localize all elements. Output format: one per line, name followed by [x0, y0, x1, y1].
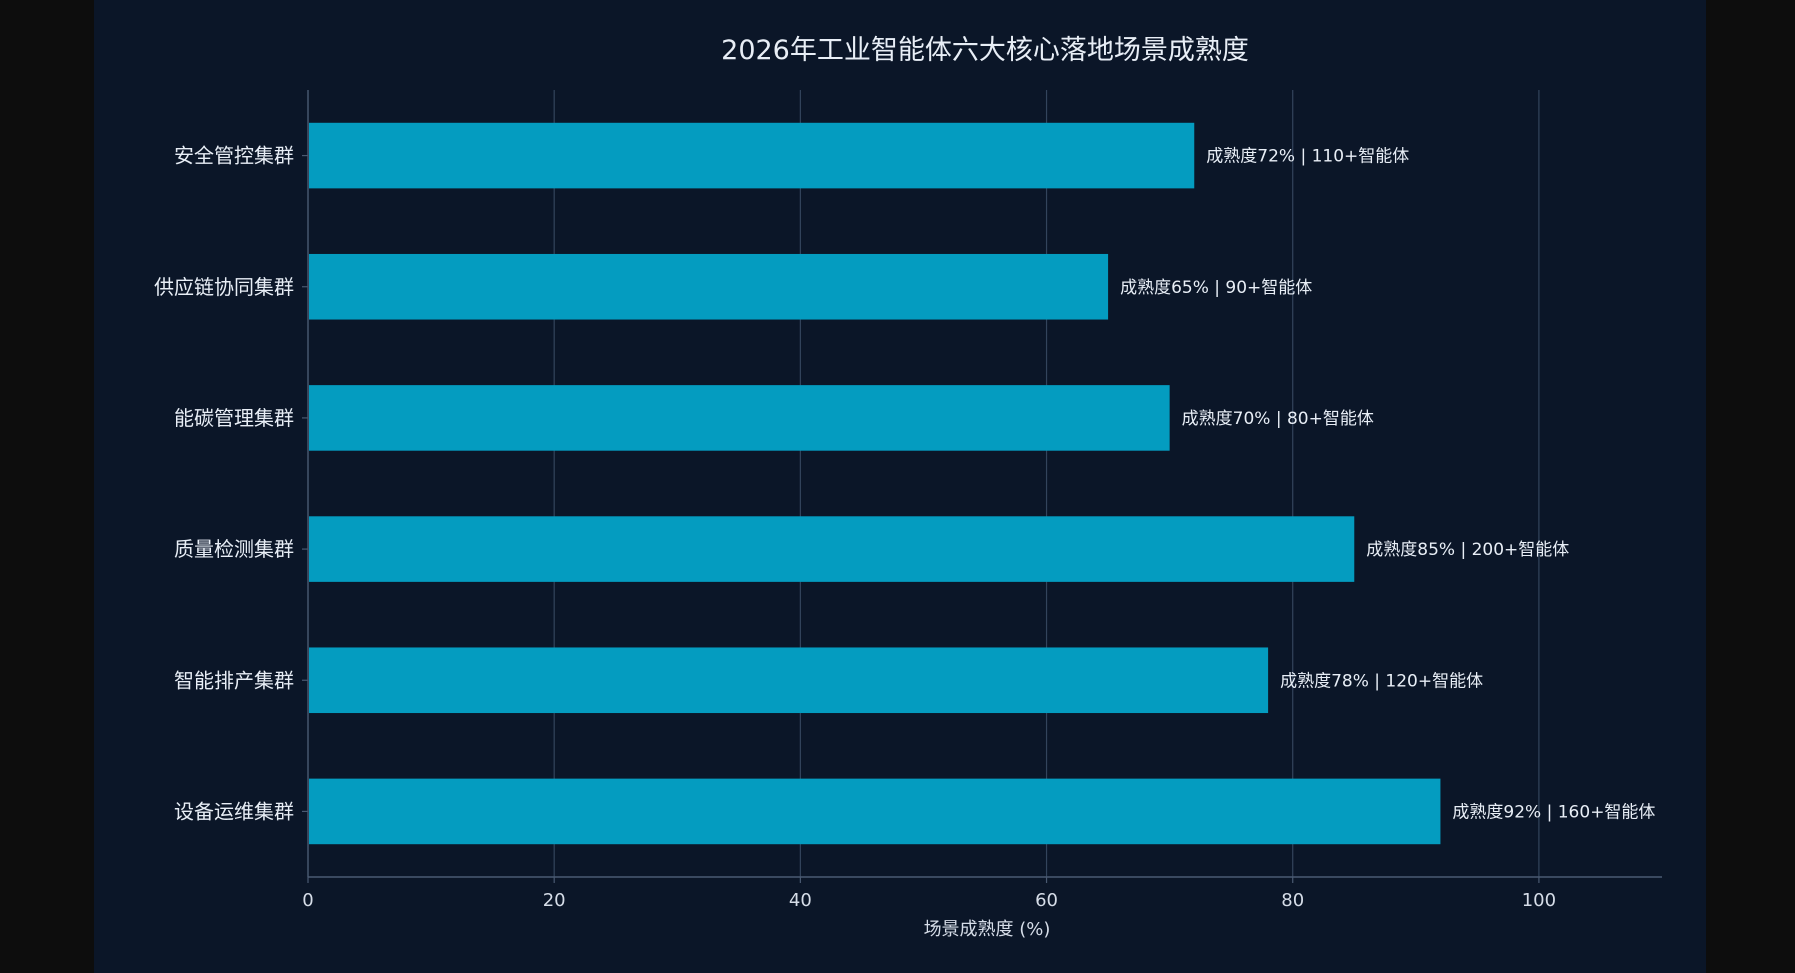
category-label: 安全管控集群 [174, 144, 294, 168]
category-label: 智能排产集群 [174, 668, 294, 692]
category-label: 供应链协同集群 [154, 275, 294, 299]
bar [309, 516, 1355, 582]
x-tick-label: 80 [1281, 890, 1304, 911]
bar [309, 647, 1269, 714]
bar [309, 122, 1195, 189]
x-tick-label: 40 [789, 890, 812, 911]
bar [309, 778, 1441, 845]
bar [309, 253, 1109, 320]
category-label: 质量检测集群 [174, 537, 294, 561]
x-tick-label: 60 [1035, 890, 1058, 911]
bar-data-label: 成熟度78% | 120+智能体 [1280, 670, 1483, 691]
bar-data-label: 成熟度85% | 200+智能体 [1366, 539, 1569, 560]
category-label: 能碳管理集群 [174, 406, 294, 430]
bar-data-label: 成熟度65% | 90+智能体 [1120, 277, 1312, 298]
bar-data-label: 成熟度70% | 80+智能体 [1182, 408, 1374, 429]
bar-data-label: 成熟度92% | 160+智能体 [1452, 801, 1655, 822]
category-label: 设备运维集群 [174, 799, 294, 823]
labels: 0 20 40 60 80 100 安全管控集群 成熟度72% | 110+智能体供应链协同集… [154, 144, 1655, 911]
bar [309, 385, 1170, 451]
bars [309, 122, 1441, 845]
axes [302, 90, 1662, 883]
x-tick-label: 100 [1522, 890, 1556, 911]
chart-title: 2026年工业智能体六大核心落地场景成熟度 [721, 35, 1249, 66]
bar-data-label: 成熟度72% | 110+智能体 [1206, 146, 1409, 167]
x-axis-title: 场景成熟度 (%) [924, 919, 1051, 940]
x-tick-label: 0 [302, 890, 313, 911]
grid-lines [553, 90, 1540, 877]
x-tick-label: 20 [543, 890, 566, 911]
